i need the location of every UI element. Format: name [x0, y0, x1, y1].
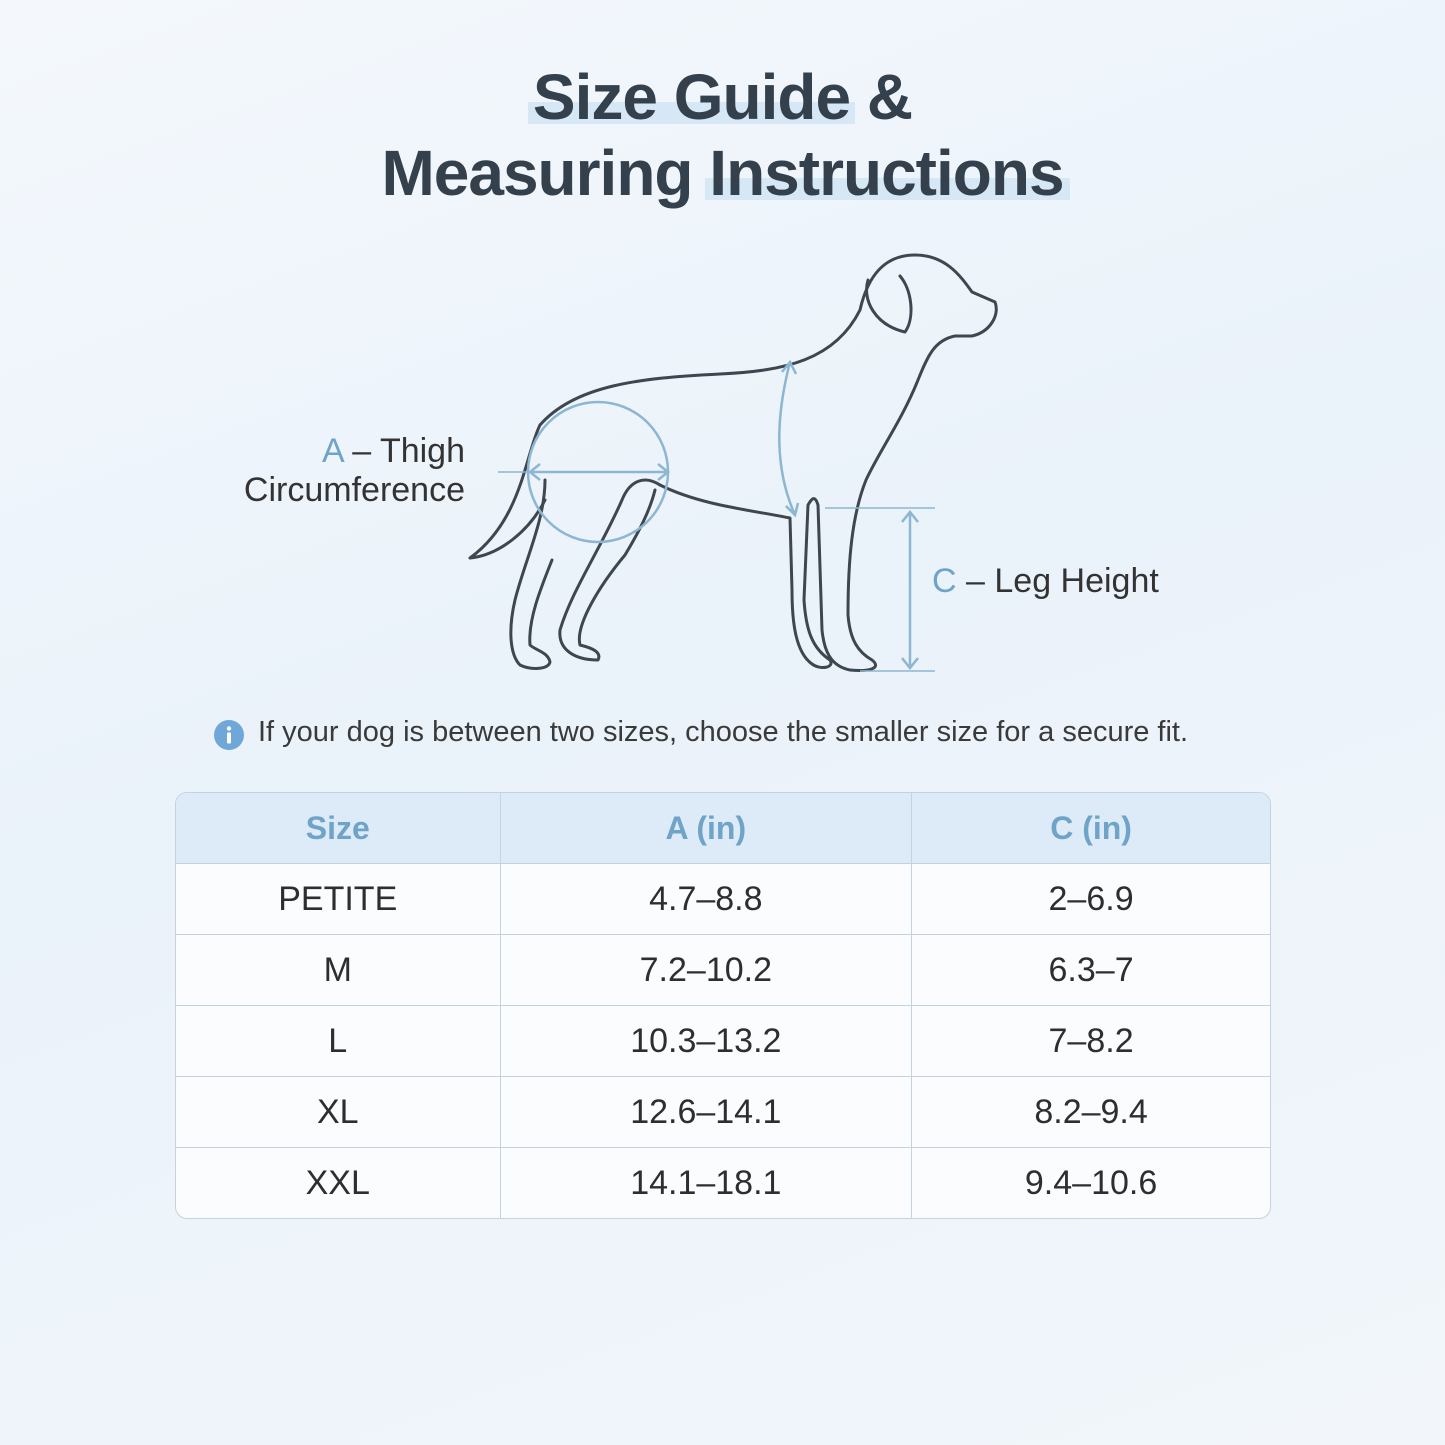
label-letter: C: [932, 562, 957, 600]
size-table: Size A (in) C (in) PETITE 4.7–8.8 2–6.9 M 7.2–…: [175, 792, 1271, 1219]
label-letter: A: [321, 432, 343, 470]
table-row: L 10.3–13.2 7–8.2: [176, 1006, 1270, 1077]
table-cell: 12.6–14.1: [500, 1077, 913, 1148]
label-text: – Thigh: [352, 432, 465, 470]
table-cell: XXL: [176, 1148, 501, 1218]
table-cell: 6.3–7: [912, 935, 1270, 1006]
table-cell: PETITE: [176, 864, 501, 935]
title-line: Measuring Instructions: [381, 137, 1064, 209]
table-row: M 7.2–10.2 6.3–7: [176, 935, 1270, 1006]
table-cell: 4.7–8.8: [500, 864, 913, 935]
table-cell: 8.2–9.4: [912, 1077, 1270, 1148]
table-cell: M: [176, 935, 501, 1006]
dog-diagram: [468, 253, 998, 672]
table-body: PETITE 4.7–8.8 2–6.9 M 7.2–10.2 6.3–7 L 10.3–13…: [176, 864, 1270, 1218]
table-cell: 9.4–10.6: [1024, 1163, 1158, 1202]
leg-label: C – Leg Height: [932, 562, 1159, 601]
table-cell: 14.1–18.1: [501, 1148, 913, 1218]
info-icon: [214, 720, 244, 750]
table-cell: 2–6.9: [912, 864, 1270, 935]
title-line: Size Guide &: [532, 61, 913, 133]
header-cell: Size: [176, 793, 501, 864]
label-text: – Leg Height: [966, 562, 1159, 600]
header-cell: C (in): [912, 793, 1270, 864]
table-row: PETITE 4.7–8.8 2–6.9: [176, 864, 1270, 935]
table-cell: L: [176, 1006, 501, 1077]
note: If your dog is between two sizes, choose…: [258, 716, 1189, 748]
table-cell: 10.3–13.2: [500, 1006, 913, 1077]
title-highlight: [528, 102, 855, 124]
table-row: XL 12.6–14.1 8.2–9.4: [176, 1077, 1270, 1148]
header-row: Size A (in) C (in): [176, 793, 1270, 864]
table-cell: XL: [176, 1077, 501, 1148]
table-cell: 7–8.2: [912, 1006, 1270, 1077]
title-highlight: [705, 178, 1070, 200]
table-cell: 7.2–10.2: [500, 935, 913, 1006]
table-row: XXL 14.1–18.1 9.4–10.6: [176, 1148, 1270, 1218]
header-cell: A (in): [500, 793, 913, 864]
label-text: Circumference: [243, 471, 465, 509]
thigh-label: A – Thigh Circumference: [244, 432, 465, 510]
